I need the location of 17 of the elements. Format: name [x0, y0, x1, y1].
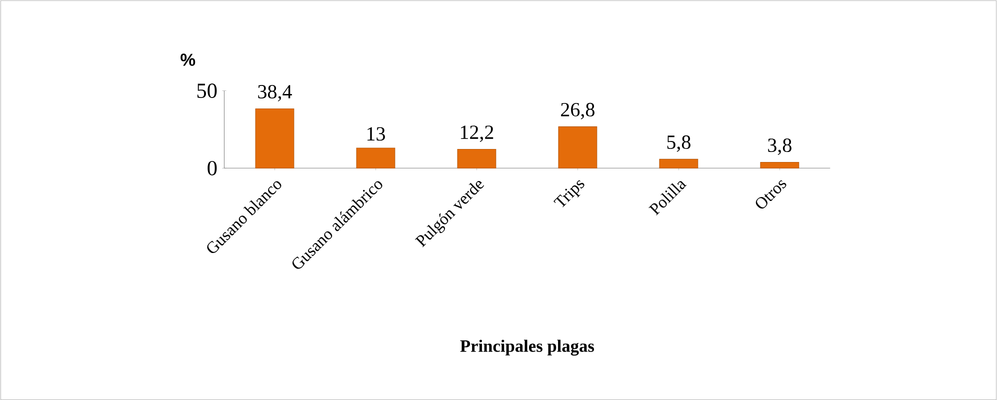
- x-tick-label: Trips: [553, 180, 584, 208]
- bar: [356, 148, 396, 168]
- data-label: 13: [367, 127, 385, 140]
- data-label: 3,8: [768, 138, 792, 155]
- y-axis-title: %: [180, 54, 196, 66]
- x-axis-title: Principales plagas: [460, 340, 594, 356]
- y-tick-label: 50: [197, 83, 217, 98]
- bar: [457, 148, 496, 168]
- y-tick-label: 0: [208, 160, 217, 176]
- bar: [255, 108, 294, 168]
- bar: [558, 126, 598, 168]
- data-label: 5,8: [667, 135, 690, 152]
- data-label: 26,8: [561, 102, 594, 120]
- bar: [760, 162, 800, 168]
- data-label: 38,4: [258, 84, 292, 102]
- data-label: 12,2: [460, 125, 494, 142]
- bar: [659, 158, 698, 168]
